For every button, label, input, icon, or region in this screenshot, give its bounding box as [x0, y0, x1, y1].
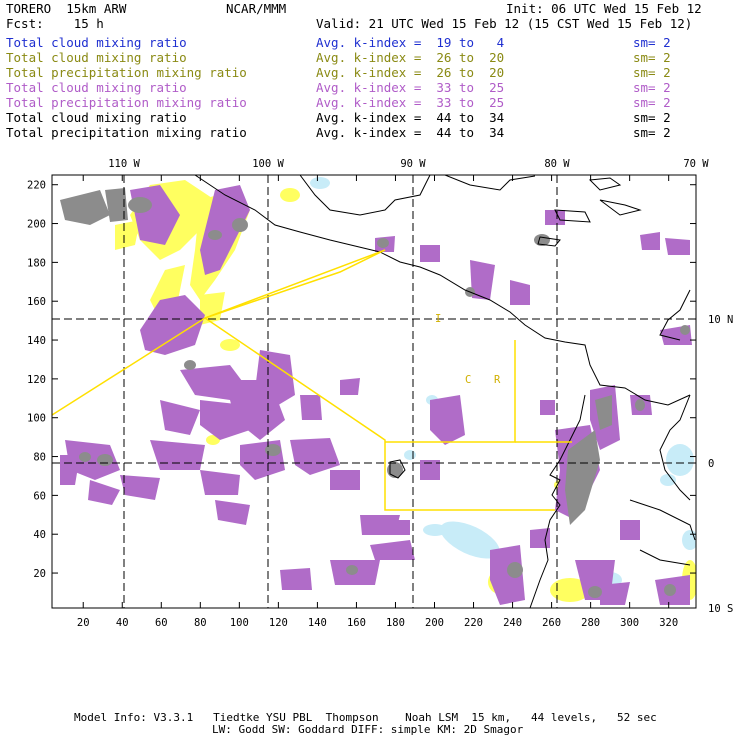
y-tick-label: 60 [33, 490, 46, 502]
y-tick-label: 100 [27, 413, 46, 425]
legend-sm: sm= 2 [633, 80, 671, 95]
legend-row: Total precipitation mixing ratio Avg. k-i… [6, 95, 736, 110]
longitude-label: 90 W [400, 158, 426, 170]
cloud-gray-areas [60, 188, 690, 598]
x-tick-label: 40 [116, 617, 129, 629]
x-tick-label: 220 [464, 617, 483, 629]
y-tick-label: 80 [33, 452, 46, 464]
legend-row: Total cloud mixing ratio Avg. k-index = 1… [6, 35, 736, 50]
legend-range: Avg. k-index = 33 to 25 [316, 80, 505, 95]
y-tick-label: 220 [27, 180, 46, 192]
legend-range: Avg. k-index = 44 to 34 [316, 125, 505, 140]
coastlines [194, 175, 696, 608]
legend-range: Avg. k-index = 19 to 4 [316, 35, 505, 50]
longitude-label: 110 W [108, 158, 140, 170]
legend-sm: sm= 2 [633, 50, 671, 65]
organization-label: NCAR/MMM [226, 1, 287, 16]
x-tick-label: 100 [230, 617, 249, 629]
legend-range: Avg. k-index = 44 to 34 [316, 110, 505, 125]
legend-label: Total precipitation mixing ratio [6, 125, 247, 140]
legend-sm: sm= 2 [633, 125, 671, 140]
x-tick-label: 180 [386, 617, 405, 629]
legend-label: Total cloud mixing ratio [6, 35, 187, 50]
lat-lon-grid [52, 175, 696, 608]
map-frame [51, 174, 697, 609]
y-tick-label: 200 [27, 219, 46, 231]
y-tick-label: 180 [27, 257, 46, 269]
legend-label: Total cloud mixing ratio [6, 110, 187, 125]
region-label-a: I [435, 313, 441, 325]
legend-label: Total precipitation mixing ratio [6, 65, 247, 80]
x-tick-label: 160 [347, 617, 366, 629]
longitude-label: 70 W [683, 158, 709, 170]
x-tick-label: 200 [425, 617, 444, 629]
y-tick-label: 140 [27, 335, 46, 347]
legend-row: Total cloud mixing ratio Avg. k-index = 4… [6, 110, 736, 125]
init-time: Init: 06 UTC Wed 15 Feb 12 [506, 1, 702, 16]
x-tick-label: 300 [620, 617, 639, 629]
region-outlines [52, 249, 572, 511]
legend-row: Total cloud mixing ratio Avg. k-index = 3… [6, 80, 736, 95]
x-tick-label: 120 [269, 617, 288, 629]
legend-range: Avg. k-index = 26 to 20 [316, 65, 505, 80]
region-label-c: R [494, 374, 501, 386]
legend-label: Total cloud mixing ratio [6, 50, 187, 65]
legend-sm: sm= 2 [633, 35, 671, 50]
cloud-purple-areas [60, 185, 692, 605]
legend-label: Total cloud mixing ratio [6, 80, 187, 95]
x-tick-label: 280 [581, 617, 600, 629]
footer-model-info: Model Info: V3.3.1 Tiedtke YSU PBL Thomp… [74, 711, 657, 724]
legend-row: Total precipitation mixing ratio Avg. k-i… [6, 65, 736, 80]
forecast-hour: Fcst: 15 h [6, 16, 104, 31]
x-tick-label: 80 [194, 617, 207, 629]
latitude-label: 0 [708, 458, 714, 470]
legend-row: Total precipitation mixing ratio Avg. k-i… [6, 125, 736, 140]
longitude-label: 100 W [252, 158, 284, 170]
legend-sm: sm= 2 [633, 65, 671, 80]
x-tick-label: 60 [155, 617, 168, 629]
x-tick-label: 260 [542, 617, 561, 629]
legend-sm: sm= 2 [633, 110, 671, 125]
latitude-label: 10 S [708, 603, 733, 615]
x-tick-label: 320 [659, 617, 678, 629]
y-tick-label: 120 [27, 374, 46, 386]
model-title: TORERO 15km ARW [6, 1, 127, 16]
valid-time: Valid: 21 UTC Wed 15 Feb 12 (15 CST Wed … [316, 16, 693, 31]
region-label-b: C [465, 374, 471, 386]
legend-range: Avg. k-index = 33 to 25 [316, 95, 505, 110]
legend-label: Total precipitation mixing ratio [6, 95, 247, 110]
y-tick-label: 20 [33, 568, 46, 580]
longitude-label: 80 W [544, 158, 570, 170]
legend-range: Avg. k-index = 26 to 20 [316, 50, 505, 65]
footer-physics-info: LW: Godd SW: Goddard DIFF: simple KM: 2D… [212, 723, 524, 736]
y-tick-label: 160 [27, 296, 46, 308]
latitude-label: 10 N [708, 314, 733, 326]
legend-sm: sm= 2 [633, 95, 671, 110]
x-tick-label: 140 [308, 617, 327, 629]
y-tick-label: 40 [33, 529, 46, 541]
legend-row: Total cloud mixing ratio Avg. k-index = 2… [6, 50, 736, 65]
x-tick-label: 240 [503, 617, 522, 629]
x-tick-label: 20 [77, 617, 90, 629]
